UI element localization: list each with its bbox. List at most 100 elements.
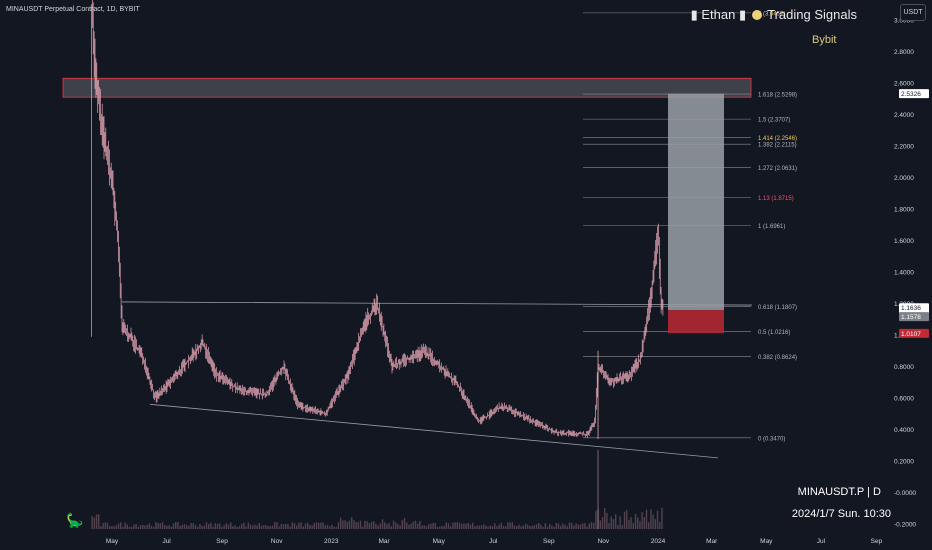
volume-bar [439, 526, 441, 529]
volume-bar [452, 522, 454, 529]
volume-bar [337, 522, 340, 529]
x-tick-label: Nov [271, 538, 283, 545]
fib-label: 0.382 (0.8624) [758, 355, 797, 361]
volume-bar [269, 526, 272, 529]
volume-bar [639, 521, 641, 529]
chart-title: MINAUSDT Perpetual Contract, 1D, BYBIT [6, 6, 140, 13]
volume-bar [318, 522, 320, 529]
datetime-label: 2024/1/7 Sun. 10:30 [791, 508, 891, 520]
volume-bar [98, 514, 100, 529]
volume-bar [577, 524, 580, 529]
volume-bar [599, 520, 602, 529]
volume-bar [346, 521, 349, 529]
volume-bar [557, 523, 560, 529]
volume-bar [216, 523, 219, 529]
volume-bar [505, 526, 507, 529]
volume-bar [186, 525, 188, 529]
volume-bar [280, 523, 283, 529]
volume-bar [456, 522, 459, 529]
volume-bar [403, 517, 406, 529]
volume-bar [542, 526, 544, 529]
volume-bar [509, 522, 511, 529]
volume-bar [309, 524, 311, 529]
fib-label: 1.5 (2.3707) [758, 118, 790, 124]
volume-bar [340, 517, 342, 529]
watermark-right: Trading Signals [767, 7, 857, 22]
volume-bar [608, 523, 610, 529]
volume-bar [601, 517, 604, 529]
x-tick-label: Jul [817, 538, 826, 545]
volume-bar [188, 525, 190, 529]
volume-bar [630, 517, 632, 529]
volume-bar [656, 510, 659, 529]
volume-bar [137, 526, 140, 529]
volume-bar [386, 524, 388, 529]
volume-bar [588, 523, 591, 529]
volume-layer [91, 507, 663, 529]
x-tick-label: Mar [706, 538, 718, 545]
volume-bar [282, 524, 285, 529]
y-tick-label: 0.6000 [894, 396, 914, 403]
volume-bar [434, 523, 437, 529]
volume-bar [494, 523, 496, 529]
volume-bar [617, 524, 619, 529]
coin-icon [751, 10, 762, 20]
watermark-bar-icon: ▮ [690, 7, 698, 22]
x-tick-label: Sep [543, 538, 555, 545]
volume-bar [458, 522, 461, 529]
volume-bar [221, 526, 223, 529]
y-tick-label: 2.2000 [894, 144, 914, 151]
volume-bar [348, 520, 351, 529]
volume-bar [247, 522, 250, 529]
x-tick-label: 2023 [324, 538, 339, 545]
fib-label: 1.272 (2.0631) [758, 166, 797, 172]
volume-bar [194, 524, 197, 529]
volume-bar [379, 523, 382, 529]
volume-bar [192, 523, 195, 529]
volume-bar [329, 526, 331, 529]
volume-bar [645, 509, 648, 529]
volume-bar [293, 523, 296, 529]
y-tick-label: 0.8000 [894, 364, 914, 371]
volume-bar [408, 524, 410, 529]
volume-bar [364, 520, 366, 529]
volume-bar [368, 523, 371, 529]
volume-bar [357, 522, 360, 529]
volume-bar [205, 522, 208, 529]
volume-bar [507, 522, 509, 529]
volume-bar [302, 526, 305, 529]
volume-bar [271, 525, 274, 529]
volume-bar [159, 523, 162, 529]
volume-bar [150, 525, 153, 529]
volume-bar [344, 520, 346, 529]
volume-bar [619, 516, 621, 529]
volume-bar [225, 523, 228, 529]
volume-bar [546, 526, 549, 529]
volume-bar [291, 522, 294, 529]
support-trendline [149, 403, 719, 459]
volume-bar [117, 523, 120, 529]
volume-bar [212, 526, 214, 529]
y-tick-label: 2.4000 [894, 112, 914, 119]
volume-bar [243, 522, 245, 529]
tradingview-icon[interactable]: 🦕 [66, 512, 84, 528]
volume-bar [527, 524, 529, 529]
volume-bar [632, 522, 635, 529]
y-tick-label: 1.8000 [894, 207, 914, 214]
volume-bar [450, 526, 452, 529]
volume-bar [362, 526, 364, 529]
volume-bar [485, 525, 487, 529]
volume-bar [406, 522, 408, 529]
volume-bar [298, 523, 300, 529]
price-tag-label: 1.1636 [901, 305, 921, 312]
x-tick-label: Jul [489, 538, 498, 545]
x-tick-label: May [433, 538, 446, 545]
volume-bar [428, 524, 430, 529]
x-tick-label: May [106, 538, 119, 545]
volume-bar [500, 522, 503, 529]
watermark-left: Ethan [701, 7, 736, 22]
volume-bar [538, 522, 540, 529]
unit-button[interactable]: USDT [900, 4, 926, 21]
fib-label: 1.618 (2.5298) [758, 93, 797, 99]
